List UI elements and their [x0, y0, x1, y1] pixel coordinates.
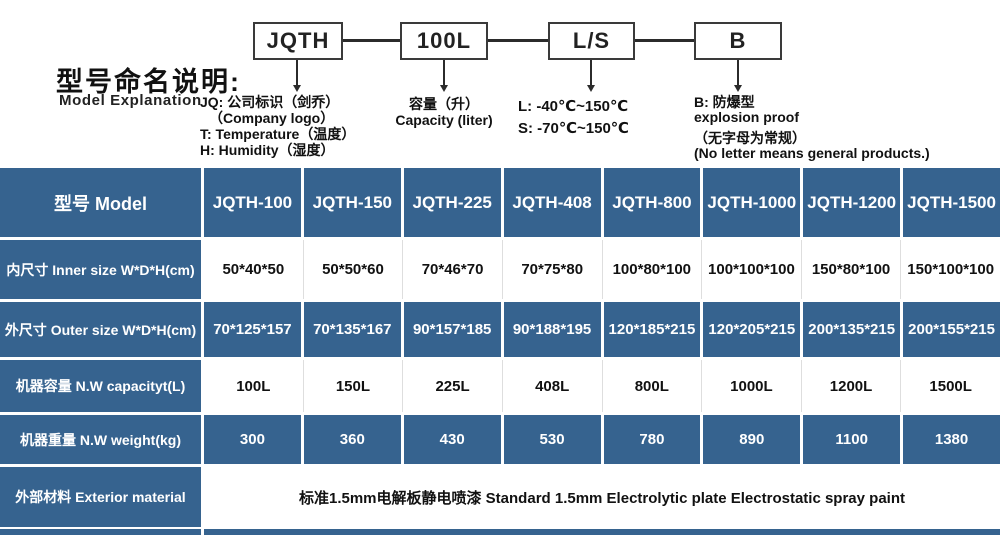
- spec-cell: 50*40*50: [204, 240, 304, 299]
- note-line: S: -70℃~150℃: [518, 120, 629, 137]
- spec-cell: 300: [204, 415, 304, 464]
- spec-cell: [204, 529, 1000, 535]
- spec-cell: 200*155*215: [903, 302, 1000, 357]
- spec-cell: 1200L: [801, 360, 902, 412]
- spec-cell: 50*50*60: [303, 240, 404, 299]
- spec-cell: 225L: [403, 360, 503, 412]
- model-segment-box-jqth: JQTH: [253, 22, 343, 60]
- model-naming-diagram: 型号命名说明: Model Explanation JQTH 100L L/S …: [0, 0, 1000, 168]
- spec-cell: 200*135*215: [803, 302, 904, 357]
- spec-cell: 120*205*215: [703, 302, 804, 357]
- arrow-down-icon: [293, 60, 301, 92]
- spec-table: 型号 Model JQTH-100 JQTH-150 JQTH-225 JQTH-408…: [0, 168, 1000, 535]
- connector-line: [343, 39, 400, 42]
- row-label: 外部材料 Exterior material: [0, 467, 204, 527]
- spec-cell: 408L: [502, 360, 603, 412]
- model-segment-box-explosion: B: [694, 22, 782, 60]
- note-explosion-proof: B: 防爆型 explosion proof （无字母为常规） (No lett…: [694, 95, 930, 161]
- column-header: JQTH-800: [603, 168, 704, 237]
- spec-cell: 70*75*80: [502, 240, 603, 299]
- note-line: （Company logo）: [209, 110, 335, 126]
- spec-cell: 100*100*100: [702, 240, 802, 299]
- spec-cell: 90*188*195: [503, 302, 604, 357]
- note-line: H: Humidity（湿度）: [200, 142, 335, 158]
- spec-cell: 70*46*70: [403, 240, 503, 299]
- column-header: JQTH-150: [303, 168, 404, 237]
- diagram-title-zh: 型号命名说明:: [56, 67, 241, 97]
- note-temperature-range: L: -40℃~150℃ S: -70℃~150℃: [518, 96, 629, 140]
- note-line: 容量（升）: [409, 96, 479, 112]
- merged-value-cell: 标准1.5mm电解板静电喷漆 Standard 1.5mm Electrolyt…: [204, 467, 1000, 527]
- note-capacity: 容量（升） Capacity (liter): [385, 96, 503, 128]
- row-label: 外尺寸 Outer size W*D*H(cm): [0, 302, 204, 357]
- row-label: 型号 Model: [0, 168, 204, 237]
- column-header: JQTH-408: [503, 168, 604, 237]
- spec-cell: 780: [603, 415, 704, 464]
- column-header: JQTH-1200: [803, 168, 904, 237]
- table-header-row: 型号 Model JQTH-100 JQTH-150 JQTH-225 JQTH-408…: [0, 168, 1000, 237]
- table-row-partial: [0, 529, 1000, 535]
- row-label: 内尺寸 Inner size W*D*H(cm): [0, 240, 204, 299]
- spec-cell: 70*125*157: [204, 302, 304, 357]
- spec-cell: 150*100*100: [901, 240, 1000, 299]
- note-line: T: Temperature（温度）: [200, 126, 356, 142]
- note-line: （无字母为常规）: [694, 130, 806, 146]
- spec-cell: 1380: [903, 415, 1000, 464]
- model-segment-box-capacity: 100L: [400, 22, 488, 60]
- column-header: JQTH-1000: [703, 168, 804, 237]
- table-row: 内尺寸 Inner size W*D*H(cm) 50*40*50 50*50*60…: [0, 240, 1000, 299]
- column-header: JQTH-225: [403, 168, 504, 237]
- note-line: (No letter means general products.): [694, 145, 930, 161]
- diagram-title-en: Model Explanation: [59, 92, 202, 109]
- spec-cell: 150L: [303, 360, 404, 412]
- connector-line: [488, 39, 548, 42]
- note-company-logo: JQ: 公司标识（剑乔） （Company logo） T: Temperatu…: [200, 94, 355, 158]
- spec-cell: 150*80*100: [801, 240, 902, 299]
- note-line: Capacity (liter): [395, 112, 493, 128]
- table-row: 外尺寸 Outer size W*D*H(cm) 70*125*157 70*135…: [0, 302, 1000, 357]
- connector-line: [635, 39, 694, 42]
- model-segment-box-temp-range: L/S: [548, 22, 635, 60]
- column-header: JQTH-100: [204, 168, 304, 237]
- table-row: 外部材料 Exterior material 标准1.5mm电解板静电喷漆 Sta…: [0, 467, 1000, 527]
- arrow-down-icon: [734, 60, 742, 92]
- row-label: 机器容量 N.W capacityt(L): [0, 360, 204, 412]
- spec-cell: 430: [403, 415, 504, 464]
- spec-cell: 800L: [602, 360, 703, 412]
- spec-cell: 890: [703, 415, 804, 464]
- note-line: L: -40℃~150℃: [518, 98, 629, 115]
- table-row: 机器容量 N.W capacityt(L) 100L 150L 225L 408L 800…: [0, 360, 1000, 412]
- spec-cell: 1000L: [702, 360, 802, 412]
- spec-cell: 120*185*215: [603, 302, 704, 357]
- arrow-down-icon: [587, 60, 595, 92]
- arrow-down-icon: [440, 60, 448, 92]
- row-label: [0, 529, 204, 535]
- spec-cell: 70*135*167: [303, 302, 404, 357]
- note-line: B: 防爆型: [694, 94, 755, 110]
- column-header: JQTH-1500: [903, 168, 1000, 237]
- spec-cell: 1500L: [901, 360, 1000, 412]
- note-line: JQ: 公司标识（剑乔）: [200, 94, 340, 110]
- note-line: explosion proof: [694, 109, 799, 125]
- spec-cell: 100L: [204, 360, 304, 412]
- row-label: 机器重量 N.W weight(kg): [0, 415, 204, 464]
- table-row: 机器重量 N.W weight(kg) 300 360 430 530 780 890 110…: [0, 415, 1000, 464]
- spec-cell: 530: [503, 415, 604, 464]
- spec-cell: 90*157*185: [403, 302, 504, 357]
- spec-cell: 1100: [803, 415, 904, 464]
- spec-cell: 100*80*100: [602, 240, 703, 299]
- spec-cell: 360: [303, 415, 404, 464]
